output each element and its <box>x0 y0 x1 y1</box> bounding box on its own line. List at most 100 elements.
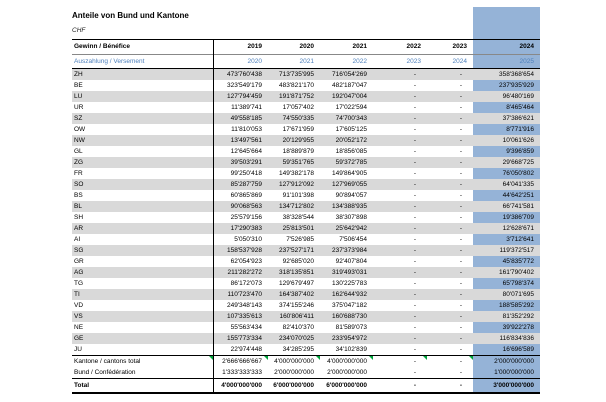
value-cell: - <box>373 68 427 80</box>
header-auszahlung-label: Auszahlung / Versement <box>74 58 145 65</box>
value-cell: - <box>427 201 473 212</box>
row-label: AG <box>72 267 213 278</box>
value-cell: 160'806'411 <box>268 311 320 322</box>
table-row: Total 4'000'000'000 6'000'000'000 6'000'000… <box>72 378 540 393</box>
value-cell: - <box>413 192 416 199</box>
value-cell: 74'550'335 <box>268 113 320 124</box>
table-row: BE 323'549'179 483'821'170 482'187'047 - - 237… <box>72 80 540 91</box>
value-cell: 12'628'671 <box>473 223 540 234</box>
row-label: SH <box>74 214 84 221</box>
value-cell: 127'969'055 <box>320 179 373 190</box>
table-row: SG 158'537'928 237'527'171 237'373'984- -119… <box>72 245 540 256</box>
value-cell: 149'864'905 <box>331 170 367 177</box>
table-row: OW 11'810'053 17'671'959 17'605'125 - - 8'771'… <box>72 124 540 135</box>
table-row: BS 60'865'869 91'101'398 90'894'057 - - 44'642… <box>72 190 540 201</box>
table-row: TG 86'172'073 129'679'497 130'225'783 - - 65'7… <box>72 278 540 289</box>
value-cell: 82'410'370 <box>282 324 314 331</box>
value-cell: 6'000'000'000 <box>326 382 367 389</box>
value-cell: 2'000'000'000 <box>274 369 314 376</box>
value-cell: 4'000'000'000 <box>212 378 268 393</box>
value-cell: 160'688'730 <box>320 311 373 322</box>
value-cell: 134'388'935 <box>320 201 373 212</box>
row-label: GL <box>74 148 83 155</box>
value-cell: 65'798'374 <box>473 278 540 289</box>
value-cell: - <box>427 355 473 368</box>
value-cell: - <box>459 214 462 221</box>
value-cell: 59'372'785 <box>320 157 373 168</box>
header-year-2019: 2019 <box>212 39 268 55</box>
row-label: AR <box>72 223 213 234</box>
value-cell: - <box>413 170 416 177</box>
value-cell: 74'700'343 <box>320 113 373 124</box>
row-label: SO <box>72 179 213 190</box>
value-cell: 3'000'000'000 <box>473 378 540 393</box>
table-row: Bund / Confédération 1'333'333'333 2'000'0… <box>72 367 540 379</box>
value-cell: 119'372'517 <box>473 245 540 256</box>
value-cell: 162'644'932 <box>320 289 373 300</box>
header-payout-2020: 2020 <box>212 54 268 69</box>
table-row: NW 13'497'561 20'129'955 20'052'172- -10'061… <box>72 135 540 146</box>
value-cell: 374'155'246 <box>278 302 314 309</box>
value-cell: - <box>413 302 416 309</box>
value-cell: 237'935'929 <box>473 80 540 91</box>
value-cell: 96'480'169 <box>473 91 540 102</box>
value-cell: - <box>373 355 427 368</box>
value-cell: 85'287'759 <box>212 179 268 190</box>
header-row-auszahlung: Auszahlung / Versement 2020 2021 2022 20… <box>72 54 540 69</box>
value-cell: 323'549'179 <box>212 80 268 91</box>
value-cell: 3'712'641 <box>473 234 540 245</box>
value-cell: 134'712'802 <box>268 201 320 212</box>
table-row: VS 107'335'613 160'806'411 160'688'730- -81'… <box>72 311 540 322</box>
value-cell: - <box>373 91 427 102</box>
value-cell: 92'685'020 <box>282 258 314 265</box>
header-payout-2022: 2022 <box>352 58 367 65</box>
value-cell: 1'000'000'000 <box>473 367 540 379</box>
value-cell: - <box>459 126 462 133</box>
value-cell: - <box>427 135 473 146</box>
value-cell: - <box>413 214 416 221</box>
value-cell: - <box>413 369 416 376</box>
header-payout-2024: 2024 <box>452 58 467 65</box>
value-cell: - <box>413 382 416 389</box>
value-cell: 1'333'333'333 <box>212 367 268 379</box>
value-cell: 62'054'923 <box>212 256 268 267</box>
value-cell: - <box>427 68 473 80</box>
value-cell: 34'285'295 <box>282 346 314 353</box>
value-cell: 11'810'053 <box>212 124 268 135</box>
value-cell: - <box>373 245 427 256</box>
table-row: UR 11'389'741 17'057'402 17'022'594 - - 8'465'… <box>72 102 540 113</box>
row-label: LU <box>72 91 213 102</box>
value-cell: - <box>427 289 473 300</box>
value-cell: 59'351'765 <box>268 157 320 168</box>
table-row: SO 85'287'759 127'912'092 127'969'055- -64'0… <box>72 179 540 190</box>
value-cell: 90'068'563 <box>212 201 268 212</box>
value-cell: - <box>413 258 416 265</box>
value-cell: 22'974'448 <box>212 344 268 356</box>
value-cell: - <box>427 333 473 344</box>
value-cell: 191'871'752 <box>268 91 320 102</box>
value-cell: - <box>459 148 462 155</box>
value-cell: - <box>413 280 416 287</box>
row-label: BS <box>74 192 83 199</box>
table-row: Kantone / cantons total 2'666'666'667 4'00… <box>72 355 540 368</box>
total-rows: Kantone / cantons total 2'666'666'667 4'00… <box>72 355 540 393</box>
value-cell: 107'335'613 <box>212 311 268 322</box>
header-year-2022: 2022 <box>406 43 421 50</box>
row-label: OW <box>74 126 86 133</box>
canton-rows: ZH 473'760'438 713'735'995 716'054'269- -358… <box>72 68 540 356</box>
table-row: SH 25'579'156 38'328'544 38'307'898 - - 19'386… <box>72 212 540 223</box>
table-row: ZG 39'503'291 59'351'765 59'372'785- -29'668… <box>72 157 540 168</box>
value-cell: - <box>459 302 462 309</box>
value-cell: 25'579'156 <box>212 212 268 223</box>
table-row: SZ 49'558'185 74'550'335 74'700'343- -37'386… <box>72 113 540 124</box>
value-cell: - <box>373 157 427 168</box>
row-label: FR <box>74 170 83 177</box>
table-row: AG 211'282'272 318'135'851 319'493'031- -161… <box>72 267 540 278</box>
value-cell: 17'671'959 <box>282 126 314 133</box>
row-label: ZH <box>72 68 213 80</box>
value-cell: - <box>459 369 462 376</box>
value-cell: - <box>373 201 427 212</box>
value-cell: 2'000'000'000 <box>327 369 367 376</box>
row-label: JU <box>74 346 82 353</box>
header-payout-2025: 2025 <box>473 54 540 69</box>
